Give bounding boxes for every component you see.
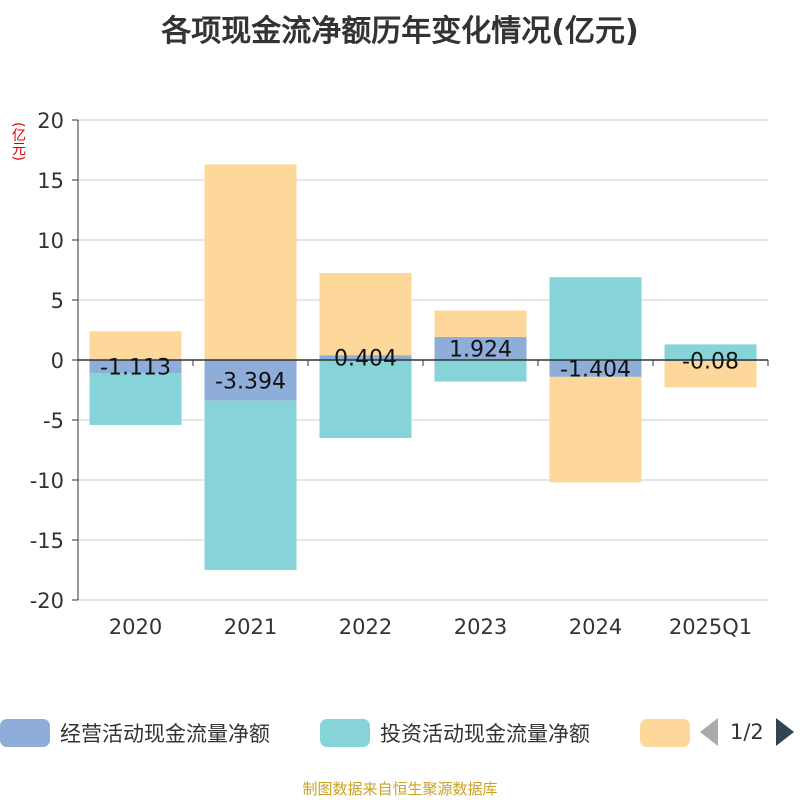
bar-2021-series-2 — [204, 164, 297, 360]
legend-item-operating[interactable]: 经营活动现金流量净额 — [0, 716, 270, 750]
data-label-2021: -3.394 — [215, 369, 286, 394]
data-label-2020: -1.113 — [100, 356, 171, 381]
bar-2024-series-2 — [549, 376, 642, 483]
y-tick-label: -15 — [30, 529, 64, 553]
legend-item-investing[interactable]: 投资活动现金流量净额 — [320, 716, 590, 750]
bar-2020-series-1 — [89, 373, 182, 425]
data-label-2025Q1: -0.08 — [682, 349, 739, 374]
x-tick-label: 2024 — [569, 615, 622, 639]
y-tick-label: 10 — [37, 229, 64, 253]
bar-2022-series-0 — [319, 355, 412, 360]
legend-prev-icon[interactable] — [700, 718, 718, 746]
legend-label-investing: 投资活动现金流量净额 — [380, 722, 590, 746]
bar-2021-series-1 — [204, 400, 297, 570]
bar-group — [89, 164, 757, 570]
data-labels: -1.113 -3.394 0.404 1.924 -1.404 -0.08 — [100, 337, 739, 394]
x-tick-label: 2023 — [454, 615, 507, 639]
grid-lines — [78, 119, 768, 601]
legend-pager: 1/2 — [700, 718, 794, 746]
y-tick-label: 5 — [51, 289, 64, 313]
y-tick-label: 0 — [51, 349, 64, 373]
legend-item-financing[interactable] — [640, 716, 700, 750]
bar-2023-series-1 — [434, 360, 527, 382]
y-axis-unit: (亿元) — [10, 122, 26, 161]
data-label-2022: 0.404 — [334, 347, 397, 372]
bar-2022-series-2 — [319, 272, 412, 356]
bar-2025Q1-series-2 — [664, 360, 757, 388]
legend: 经营活动现金流量净额 投资活动现金流量净额 — [0, 716, 800, 756]
y-tick-label: 15 — [37, 169, 64, 193]
legend-swatch-operating — [0, 719, 50, 747]
bar-2020-series-0 — [89, 360, 182, 374]
bar-2021-series-0 — [204, 360, 297, 401]
bar-2023-series-2 — [434, 310, 527, 337]
legend-label-operating: 经营活动现金流量净额 — [60, 722, 270, 746]
legend-next-icon[interactable] — [775, 718, 794, 746]
axes: 20 15 10 5 0 -5 -10 -15 -20 2020 2021 2022 2023 2024 2… — [30, 109, 769, 639]
y-tick-label: -10 — [30, 469, 64, 493]
y-tick-label: -5 — [43, 409, 64, 433]
x-tick-label: 2025Q1 — [669, 615, 752, 639]
legend-page-indicator: 1/2 — [730, 720, 764, 744]
x-tick-label: 2020 — [109, 615, 162, 639]
legend-swatch-financing — [640, 719, 690, 747]
bar-2024-series-0 — [549, 360, 642, 377]
x-tick-label: 2021 — [224, 615, 277, 639]
legend-swatch-investing — [320, 719, 370, 747]
data-source: 制图数据来自恒生聚源数据库 — [302, 780, 498, 798]
bar-2020-series-2 — [89, 331, 182, 360]
bar-chart: 20 15 10 5 0 -5 -10 -15 -20 2020 2021 2022 2023 2024 2… — [30, 109, 769, 639]
data-label-2024: -1.404 — [560, 357, 631, 382]
bar-2023-series-0 — [434, 336, 527, 360]
bar-2024-series-1 — [549, 277, 642, 360]
chart-title: 各项现金流净额历年变化情况(亿元) — [161, 14, 639, 49]
y-tick-label: -20 — [30, 589, 64, 613]
data-label-2023: 1.924 — [449, 337, 512, 362]
bar-2025Q1-series-1 — [664, 344, 757, 360]
y-tick-label: 20 — [37, 109, 64, 133]
bar-2022-series-1 — [319, 360, 412, 438]
x-tick-label: 2022 — [339, 615, 392, 639]
